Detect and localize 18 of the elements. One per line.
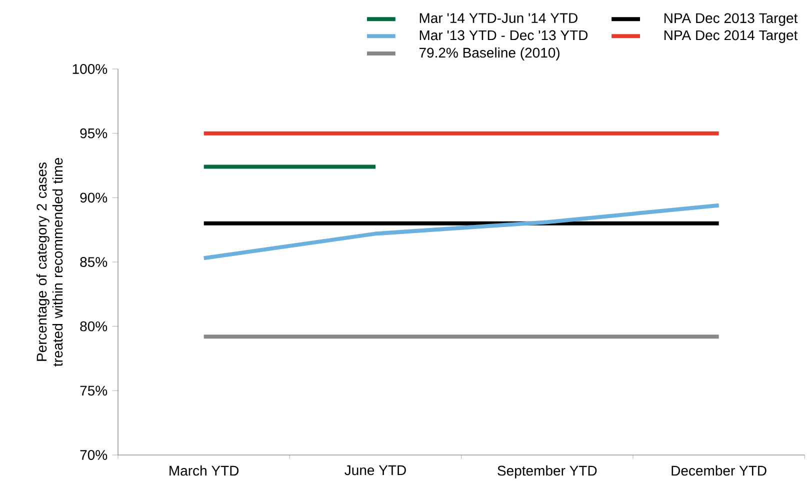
y-tick-label: 85% [80, 257, 108, 267]
y-tick-label: 90% [80, 192, 108, 203]
legend-label: Mar '14 YTD-Jun '14 YTD [420, 13, 578, 24]
y-tick-label: 80% [80, 321, 108, 332]
legend-label: 79.2% Baseline (2010) [419, 47, 560, 60]
line-series [202, 203, 721, 260]
y-tick-label: 100% [72, 64, 108, 74]
y-axis-title: Percentage of category 2 cases treated within recommended time [36, 158, 63, 366]
x-tick-label: June YTD [344, 465, 406, 476]
y-tick-label: 70% [80, 450, 108, 460]
x-tick-label: March YTD [170, 465, 239, 476]
x-tick-label: December YTD [672, 465, 766, 476]
y-tick-label: 75% [80, 386, 108, 396]
legend-label: NPA Dec 2013 Target [664, 13, 798, 26]
legend-label: Mar '13 YTD - Dec '13 YTD [420, 30, 588, 40]
x-tick-label: September YTD [498, 465, 597, 478]
legend-label: NPA Dec 2014 Target [664, 30, 798, 43]
y-tick-label: 95% [80, 128, 108, 138]
